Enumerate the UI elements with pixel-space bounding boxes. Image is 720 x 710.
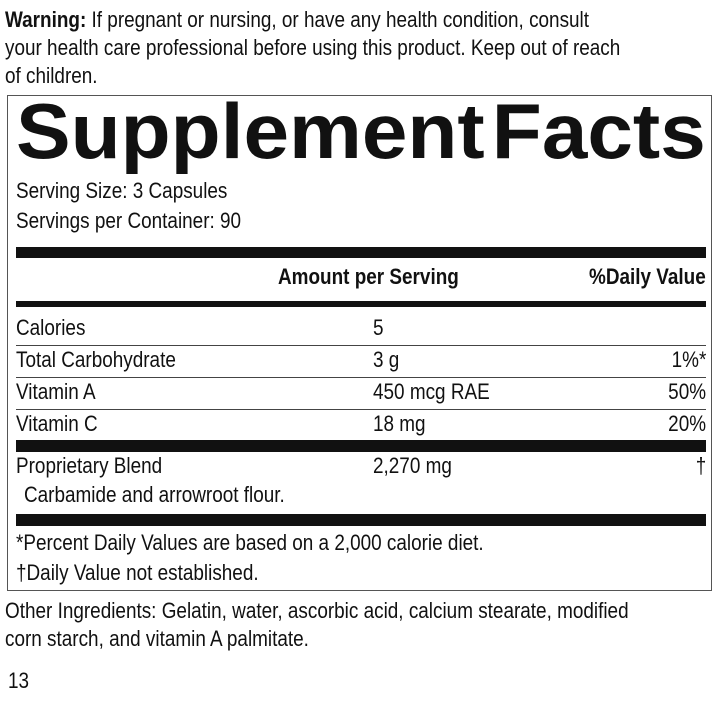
row-divider bbox=[16, 377, 706, 378]
row-daily-value: 1%* bbox=[671, 347, 706, 372]
row-amount: 450 mcg RAE bbox=[373, 379, 490, 404]
other-ingredients-line-1: Other Ingredients: Gelatin, water, ascor… bbox=[5, 598, 629, 623]
row-amount: 3 g bbox=[373, 347, 400, 372]
thick-divider bbox=[16, 440, 706, 452]
blend-ingredients: Carbamide and arrowroot flour. bbox=[24, 482, 285, 507]
row-amount: 18 mg bbox=[373, 411, 426, 436]
other-ingredients-line-2: corn starch, and vitamin A palmitate. bbox=[5, 626, 309, 651]
row-amount: 5 bbox=[373, 315, 384, 340]
warning-label: Warning: bbox=[5, 7, 87, 32]
thick-divider bbox=[16, 247, 706, 258]
row-daily-value: 20% bbox=[668, 411, 706, 436]
row-name: Calories bbox=[16, 315, 86, 340]
warning-line-1: Warning: If pregnant or nursing, or have… bbox=[5, 7, 590, 32]
row-amount: 2,270 mg bbox=[373, 453, 452, 478]
footnote-percent-dv: *Percent Daily Values are based on a 2,0… bbox=[16, 530, 484, 555]
supplement-facts-panel bbox=[7, 95, 712, 591]
page-number: 13 bbox=[8, 668, 30, 693]
row-divider bbox=[16, 345, 706, 346]
warning-line-3: of children. bbox=[5, 63, 98, 88]
panel-title: Supplement Facts bbox=[16, 87, 706, 175]
serving-size: Serving Size: 3 Capsules bbox=[16, 178, 228, 203]
row-daily-value: † bbox=[695, 453, 706, 478]
row-daily-value: 50% bbox=[668, 379, 706, 404]
header-amount: Amount per Serving bbox=[278, 264, 459, 289]
row-divider bbox=[16, 409, 706, 410]
medium-divider bbox=[16, 301, 706, 307]
thick-divider bbox=[16, 514, 706, 526]
row-name: Proprietary Blend bbox=[16, 453, 163, 478]
title-word-1: Supplement bbox=[16, 87, 485, 175]
row-name: Vitamin A bbox=[16, 379, 96, 404]
row-name: Vitamin C bbox=[16, 411, 98, 436]
servings-per-container: Servings per Container: 90 bbox=[16, 208, 242, 233]
title-word-2: Facts bbox=[492, 87, 706, 175]
row-name: Total Carbohydrate bbox=[16, 347, 176, 372]
warning-line-2: your health care professional before usi… bbox=[5, 35, 621, 60]
header-daily-value: %Daily Value bbox=[589, 264, 706, 289]
footnote-dagger: †Daily Value not established. bbox=[16, 560, 259, 585]
